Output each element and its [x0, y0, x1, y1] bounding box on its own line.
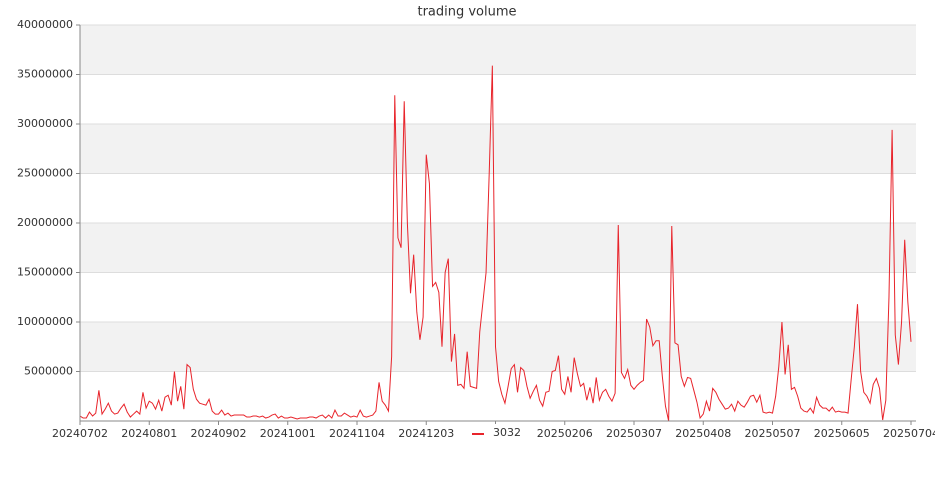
- x-tick-label: 20250206: [537, 427, 593, 440]
- y-tick-label: 5000000: [24, 365, 73, 378]
- x-tick-label: 20241203: [398, 427, 454, 440]
- y-tick-label: 40000000: [17, 18, 73, 31]
- x-tick-label: 20250307: [606, 427, 662, 440]
- x-tick-label: 20240801: [121, 427, 177, 440]
- x-tick-label: 20250507: [745, 427, 801, 440]
- grid-band: [80, 223, 916, 273]
- y-tick-label: 35000000: [17, 68, 73, 81]
- chart-title: trading volume: [417, 5, 516, 20]
- y-tick-label: 10000000: [17, 315, 73, 328]
- y-tick-label: 30000000: [17, 117, 73, 130]
- x-tick-label: 20241104: [329, 427, 385, 440]
- legend-label: 3032: [493, 426, 521, 439]
- grid-band: [80, 25, 916, 75]
- grid-band: [80, 124, 916, 174]
- x-tick-label: 20250408: [675, 427, 731, 440]
- x-tick-label: 20240702: [52, 427, 108, 440]
- x-tick-label: 20250704: [883, 427, 935, 440]
- x-tick-label: 20241001: [260, 427, 316, 440]
- grid-band: [80, 322, 916, 372]
- y-tick-label: 20000000: [17, 216, 73, 229]
- y-tick-label: 15000000: [17, 266, 73, 279]
- legend-background: [466, 424, 528, 442]
- x-tick-label: 20240902: [191, 427, 247, 440]
- y-tick-label: 25000000: [17, 167, 73, 180]
- x-tick-label: 20250605: [814, 427, 870, 440]
- data-line: [79, 65, 912, 422]
